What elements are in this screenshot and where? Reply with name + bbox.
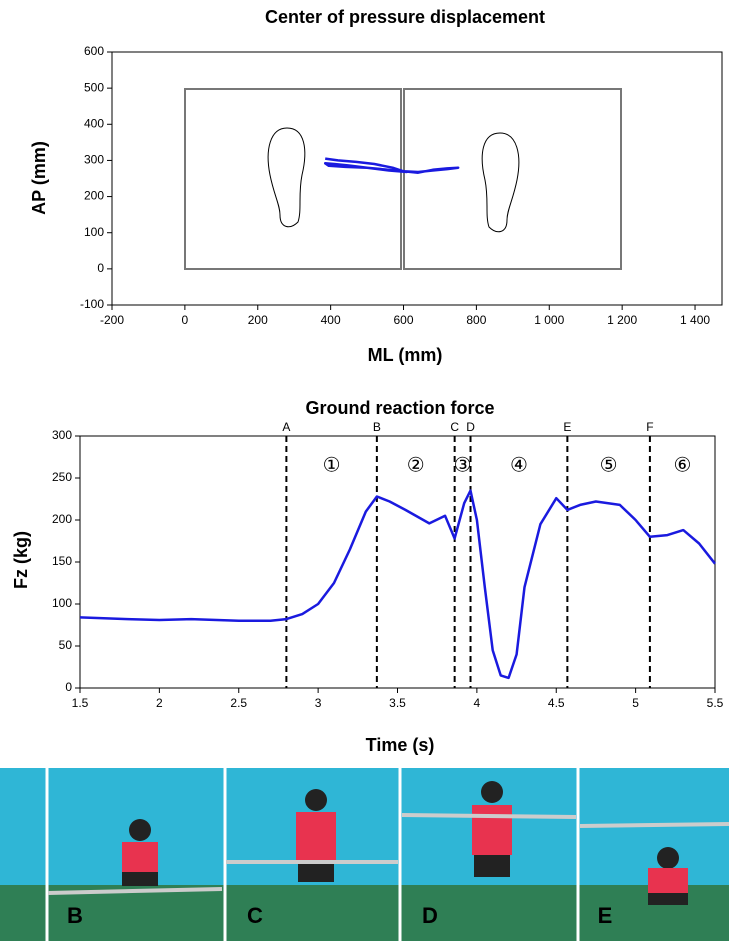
y-tick-label: -100	[80, 297, 104, 311]
x-tick-label: 400	[321, 313, 341, 327]
athlete	[401, 781, 577, 877]
event-label: E	[563, 420, 571, 434]
event-label: D	[466, 420, 475, 434]
y-tick-label: 100	[84, 225, 104, 239]
y-tick-label: 300	[84, 153, 104, 167]
x-axis-label: ML (mm)	[368, 345, 443, 365]
plot-frame	[79, 435, 716, 689]
phase-label: ⑥	[673, 453, 691, 477]
y-tick-label: 200	[52, 512, 72, 526]
y-axis-label: Fz (kg)	[11, 531, 31, 589]
y-tick-label: 250	[52, 470, 72, 484]
x-tick-label: 1 200	[607, 313, 637, 327]
x-tick-label: 3	[315, 696, 322, 710]
x-tick-label: 800	[466, 313, 486, 327]
x-tick-label: 2.5	[230, 696, 247, 710]
photo-label: B	[67, 903, 83, 928]
phase-label: ⑤	[600, 453, 618, 477]
y-tick-label: 0	[65, 680, 72, 694]
athlete	[47, 819, 223, 895]
y-tick-label: 300	[52, 428, 72, 442]
force-plate	[184, 88, 402, 270]
photo-floor	[0, 885, 729, 941]
x-tick-label: 4	[474, 696, 481, 710]
event-label: B	[373, 420, 381, 434]
x-tick-label: 0	[182, 313, 189, 327]
photo-strip	[0, 768, 729, 941]
y-tick-label: 50	[59, 638, 73, 652]
x-tick-label: -200	[100, 313, 124, 327]
chart-title: Ground reaction force	[305, 398, 494, 418]
x-tick-label: 1 400	[680, 313, 710, 327]
event-label: A	[282, 420, 290, 434]
x-tick-label: 5	[632, 696, 639, 710]
y-tick-label: 400	[84, 116, 104, 130]
x-tick-label: 4.5	[548, 696, 565, 710]
photo-label: D	[422, 903, 438, 928]
x-tick-label: 600	[394, 313, 414, 327]
phase-label: ①	[323, 453, 341, 477]
foot-outline	[267, 127, 306, 228]
photo-label: C	[247, 903, 263, 928]
phase-label: ③	[454, 453, 472, 477]
phase-label: ④	[510, 453, 528, 477]
y-tick-label: 0	[97, 261, 104, 275]
x-axis-label: Time (s)	[366, 735, 435, 755]
y-tick-label: 150	[52, 554, 72, 568]
photo-label: E	[598, 903, 613, 928]
y-axis-label: AP (mm)	[29, 141, 49, 215]
data-line	[323, 157, 460, 174]
x-tick-label: 2	[156, 696, 163, 710]
force-plate	[403, 88, 622, 270]
x-tick-label: 1 000	[534, 313, 564, 327]
y-tick-label: 100	[52, 596, 72, 610]
x-tick-label: 3.5	[389, 696, 406, 710]
y-tick-label: 500	[84, 80, 104, 94]
phase-label: ②	[407, 453, 425, 477]
data-line	[79, 489, 716, 680]
x-tick-label: 1.5	[72, 696, 89, 710]
event-label: C	[450, 420, 459, 434]
x-tick-label: 200	[248, 313, 268, 327]
athlete	[226, 789, 398, 882]
foot-outline	[481, 132, 520, 233]
event-label: F	[646, 420, 653, 434]
y-tick-label: 200	[84, 189, 104, 203]
plot-frame	[111, 51, 723, 306]
athlete	[579, 822, 729, 905]
y-tick-label: 600	[84, 44, 104, 58]
chart-title: Center of pressure displacement	[265, 7, 545, 27]
x-tick-label: 5.5	[707, 696, 724, 710]
